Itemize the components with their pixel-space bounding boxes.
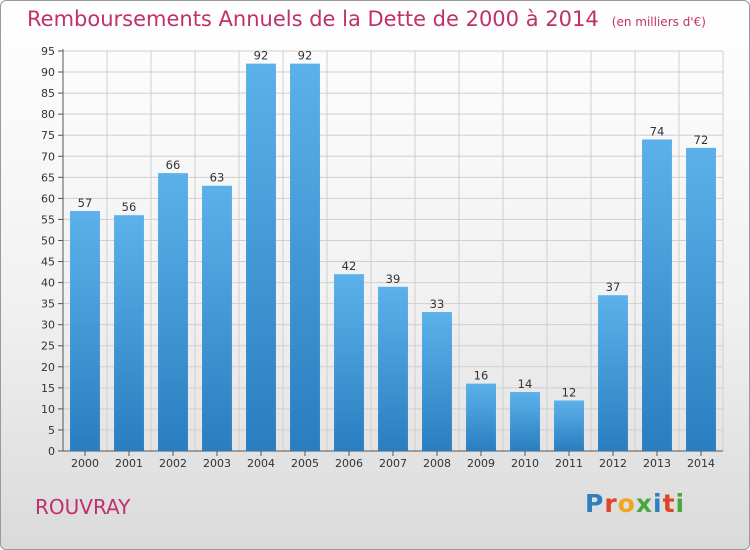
bar-value-label: 66: [166, 158, 181, 172]
bar-value-label: 63: [210, 171, 225, 185]
y-tick-label: 85: [41, 87, 55, 100]
y-tick-label: 55: [41, 213, 55, 226]
brand-letter: i: [675, 489, 686, 518]
x-tick-label: 2014: [687, 457, 715, 470]
y-tick-label: 75: [41, 129, 55, 142]
brand-letter: i: [653, 489, 663, 518]
bar-value-label: 16: [474, 369, 489, 383]
x-tick-label: 2008: [423, 457, 451, 470]
x-tick-label: 2013: [643, 457, 671, 470]
x-tick-label: 2005: [291, 457, 319, 470]
bar: [686, 147, 716, 451]
bar: [158, 173, 188, 451]
bar-value-label: 92: [298, 49, 313, 63]
x-tick-label: 2002: [159, 457, 187, 470]
x-tick-label: 2009: [467, 457, 495, 470]
bar-layer: [70, 63, 716, 451]
y-tick-label: 80: [41, 108, 55, 121]
y-tick-label: 35: [41, 298, 55, 311]
y-tick-label: 70: [41, 150, 55, 163]
bar-value-label: 92: [254, 49, 269, 63]
x-tick-label: 2001: [115, 457, 143, 470]
y-tick-label: 40: [41, 277, 55, 290]
y-tick-label: 95: [41, 45, 55, 58]
bar-value-label: 33: [430, 297, 445, 311]
bar: [378, 286, 408, 451]
bar-value-label: 56: [122, 200, 137, 214]
chart-subtitle: (en milliers d'€): [611, 15, 706, 29]
bar: [598, 295, 628, 451]
bar-value-label: 14: [518, 377, 533, 391]
brand-letter: P: [585, 489, 605, 518]
bar: [246, 63, 276, 451]
x-tick-label: 2003: [203, 457, 231, 470]
brand-letter: o: [617, 489, 636, 518]
y-tick-label: 25: [41, 340, 55, 353]
brand-letter: x: [635, 489, 653, 518]
bar-value-label: 72: [694, 133, 709, 147]
title-row: Remboursements Annuels de la Dette de 20…: [27, 7, 706, 31]
bar: [290, 63, 320, 451]
bar: [510, 392, 540, 451]
x-tick-label: 2006: [335, 457, 363, 470]
brand-logo: Proxiti: [585, 489, 685, 518]
bar-value-label: 39: [386, 272, 401, 286]
bar: [642, 139, 672, 451]
bar: [466, 383, 496, 451]
bar: [334, 274, 364, 451]
y-tick-label: 45: [41, 256, 55, 269]
y-tick-label: 65: [41, 171, 55, 184]
bar: [422, 312, 452, 451]
x-tick-label: 2011: [555, 457, 583, 470]
label-layer: 57 56 66 63 92 92 42 39 33 16 14 12 37 74 72: [78, 49, 709, 400]
bar-value-label: 42: [342, 259, 357, 273]
brand-letter: r: [604, 489, 618, 518]
chart-title: Remboursements Annuels de la Dette de 20…: [27, 7, 599, 31]
bar: [114, 215, 144, 451]
y-tick-label: 20: [41, 361, 55, 374]
y-tick-label: 0: [48, 445, 55, 458]
y-tick-label: 5: [48, 424, 55, 437]
x-tick-label: 2004: [247, 457, 275, 470]
y-tick-label: 50: [41, 234, 55, 247]
location-name: ROUVRAY: [35, 495, 131, 519]
y-tick-label: 60: [41, 192, 55, 205]
bar-value-label: 37: [606, 280, 621, 294]
axis-layer: 0 5 10 15 20 25 30 35 40 45 50 55 60 65 70 75 80 85 90 95 20…: [41, 45, 723, 470]
bar: [554, 400, 584, 451]
bar-value-label: 12: [562, 385, 577, 399]
x-tick-label: 2012: [599, 457, 627, 470]
y-tick-label: 15: [41, 382, 55, 395]
brand-letter: t: [662, 489, 676, 518]
y-tick-label: 10: [41, 403, 55, 416]
x-tick-label: 2010: [511, 457, 539, 470]
x-tick-label: 2007: [379, 457, 407, 470]
y-tick-label: 90: [41, 66, 55, 79]
y-tick-label: 30: [41, 319, 55, 332]
bar: [70, 211, 100, 451]
bar-value-label: 57: [78, 196, 93, 210]
x-tick-label: 2000: [71, 457, 99, 470]
bar: [202, 185, 232, 451]
bar-value-label: 74: [650, 124, 665, 138]
